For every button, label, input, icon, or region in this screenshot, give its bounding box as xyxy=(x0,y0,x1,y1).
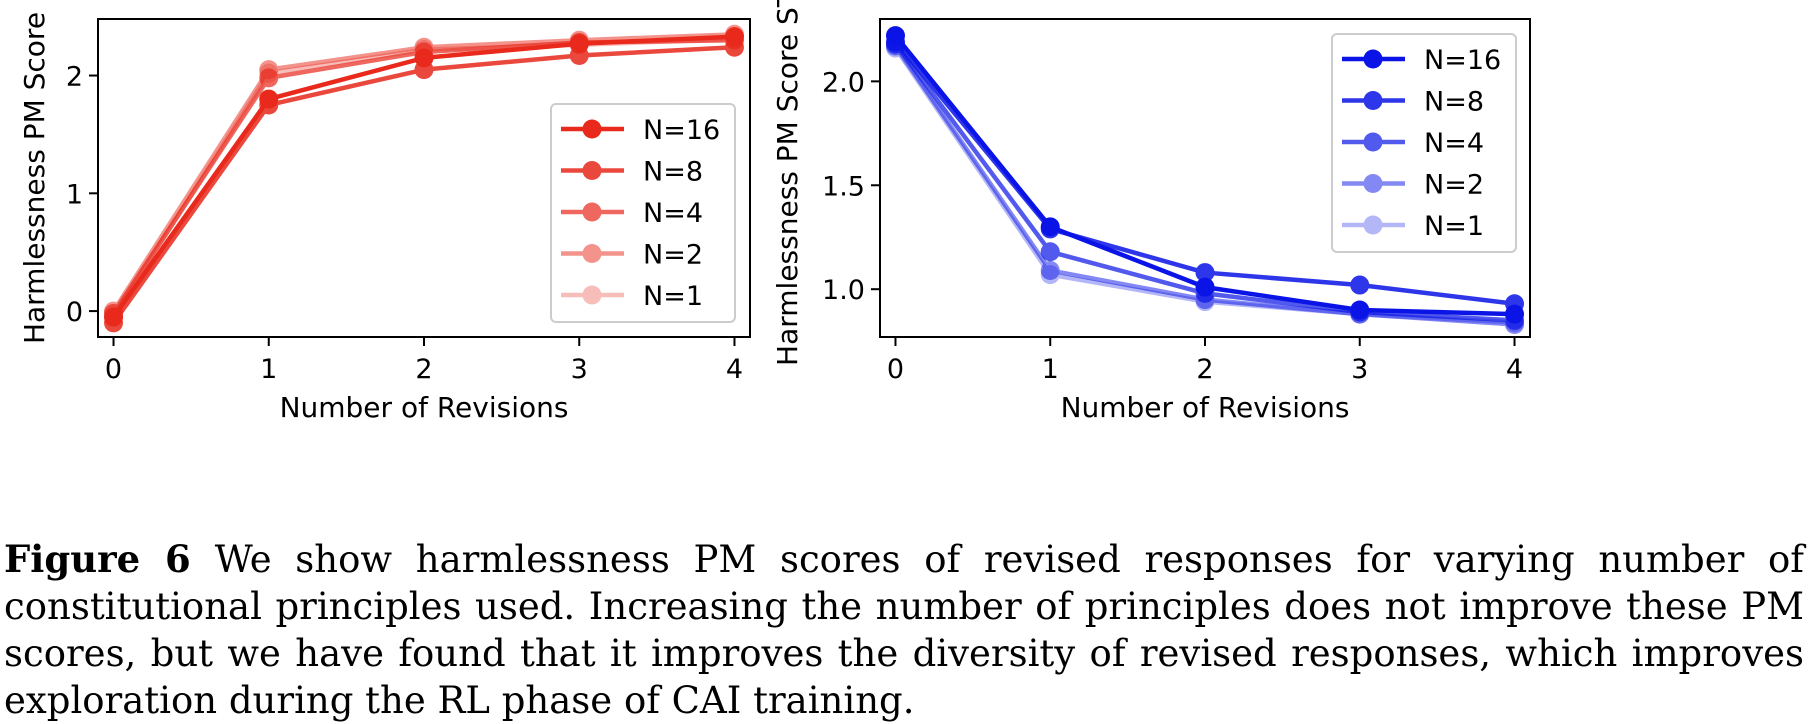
right-legend-swatch xyxy=(1342,174,1405,193)
right-data-point xyxy=(1195,277,1215,297)
left-legend-label: N=4 xyxy=(643,198,703,229)
left-legend-marker xyxy=(582,161,602,180)
right-series-N16 xyxy=(885,26,1525,324)
right-data-point xyxy=(1505,304,1525,324)
right-xtick-label: 1 xyxy=(1042,354,1059,385)
left-ytick-label: 0 xyxy=(66,297,83,328)
left-xtick-label: 0 xyxy=(105,354,122,385)
left-data-point xyxy=(724,27,744,47)
left-legend-label: N=1 xyxy=(643,281,703,312)
left-legend-label: N=8 xyxy=(643,157,703,188)
right-y-axis-label: Harmlessness PM Score ST xyxy=(771,0,804,366)
left-legend-swatch xyxy=(561,202,624,222)
left-ytick-label: 2 xyxy=(66,62,83,93)
right-x-axis-label: Number of Revisions xyxy=(1061,391,1350,424)
left-xtick-label: 1 xyxy=(260,354,277,385)
right-legend-marker xyxy=(1363,91,1383,110)
right-ytick-label: 2.0 xyxy=(822,67,865,98)
right-data-point xyxy=(1195,263,1215,283)
right-legend-swatch xyxy=(1342,91,1405,110)
left-legend-swatch xyxy=(561,285,624,305)
right-legend-swatch xyxy=(1342,132,1405,152)
right-data-point xyxy=(885,26,905,46)
left-legend-label: N=16 xyxy=(643,115,720,146)
right-legend-marker xyxy=(1363,132,1383,152)
right-xtick-label: 3 xyxy=(1351,354,1368,385)
left-legend: N=16 N=8 N=4 N=2 N=1 xyxy=(550,103,736,323)
left-ytick-label: 1 xyxy=(66,179,83,210)
figure-caption: Figure 6 We show harmlessness PM scores o… xyxy=(4,536,1804,724)
left-data-point xyxy=(569,34,589,54)
left-data-point xyxy=(414,48,434,68)
left-legend-marker xyxy=(582,285,602,305)
right-xtick-label: 2 xyxy=(1196,354,1213,385)
left-legend-swatch xyxy=(561,244,624,263)
right-ytick-label: 1.5 xyxy=(822,171,865,202)
left-xtick-label: 4 xyxy=(726,354,743,385)
right-legend: N=16 N=8 N=4 N=2 N=1 xyxy=(1331,33,1517,253)
right-legend-box xyxy=(1331,33,1517,253)
left-xtick-label: 3 xyxy=(571,354,588,385)
right-legend-label: N=2 xyxy=(1424,170,1484,201)
caption-label: Figure 6 xyxy=(4,537,191,581)
right-legend-swatch xyxy=(1342,215,1405,235)
right-xtick-label: 0 xyxy=(887,354,904,385)
right-legend-label: N=8 xyxy=(1424,87,1484,118)
caption-text: We show harmlessness PM scores of revise… xyxy=(4,538,1804,722)
right-legend-marker xyxy=(1363,49,1383,69)
left-legend-marker xyxy=(582,119,602,139)
left-legend-box xyxy=(550,103,736,323)
right-legend-marker xyxy=(1363,215,1383,235)
chart-right-blue: 0 1 2 3 4 1.0 1.5 2.0 Number of Revisions Harmles… xyxy=(771,0,1531,424)
figure: 0 1 2 3 4 0 1 2 Number of Revisions Harmlessness … xyxy=(18,0,1531,424)
left-legend-marker xyxy=(582,202,602,222)
left-legend-swatch xyxy=(561,161,624,180)
right-legend-marker xyxy=(1363,174,1383,193)
left-data-point xyxy=(259,89,279,109)
right-legend-label: N=16 xyxy=(1424,45,1501,76)
left-x-axis-label: Number of Revisions xyxy=(280,391,569,424)
right-data-point xyxy=(1040,217,1060,237)
right-xtick-label: 4 xyxy=(1506,354,1523,385)
right-ytick-label: 1.0 xyxy=(822,275,865,306)
left-xtick-label: 2 xyxy=(415,354,432,385)
right-data-point xyxy=(1040,260,1060,280)
right-legend-label: N=4 xyxy=(1424,128,1484,159)
right-data-point xyxy=(1040,242,1060,262)
left-y-axis-label: Harmlessness PM Score xyxy=(18,12,51,344)
right-data-point xyxy=(1350,275,1370,295)
left-legend-marker xyxy=(582,244,602,263)
right-data-point xyxy=(1350,300,1370,320)
left-data-point xyxy=(104,307,124,327)
right-legend-label: N=1 xyxy=(1424,211,1484,242)
left-legend-label: N=2 xyxy=(643,240,703,271)
left-data-point xyxy=(259,68,279,88)
chart-left-red: 0 1 2 3 4 0 1 2 Number of Revisions Harmlessness … xyxy=(18,12,751,424)
left-legend-swatch xyxy=(561,119,624,139)
left-series-N16 xyxy=(104,27,744,327)
right-legend-swatch xyxy=(1342,49,1405,69)
